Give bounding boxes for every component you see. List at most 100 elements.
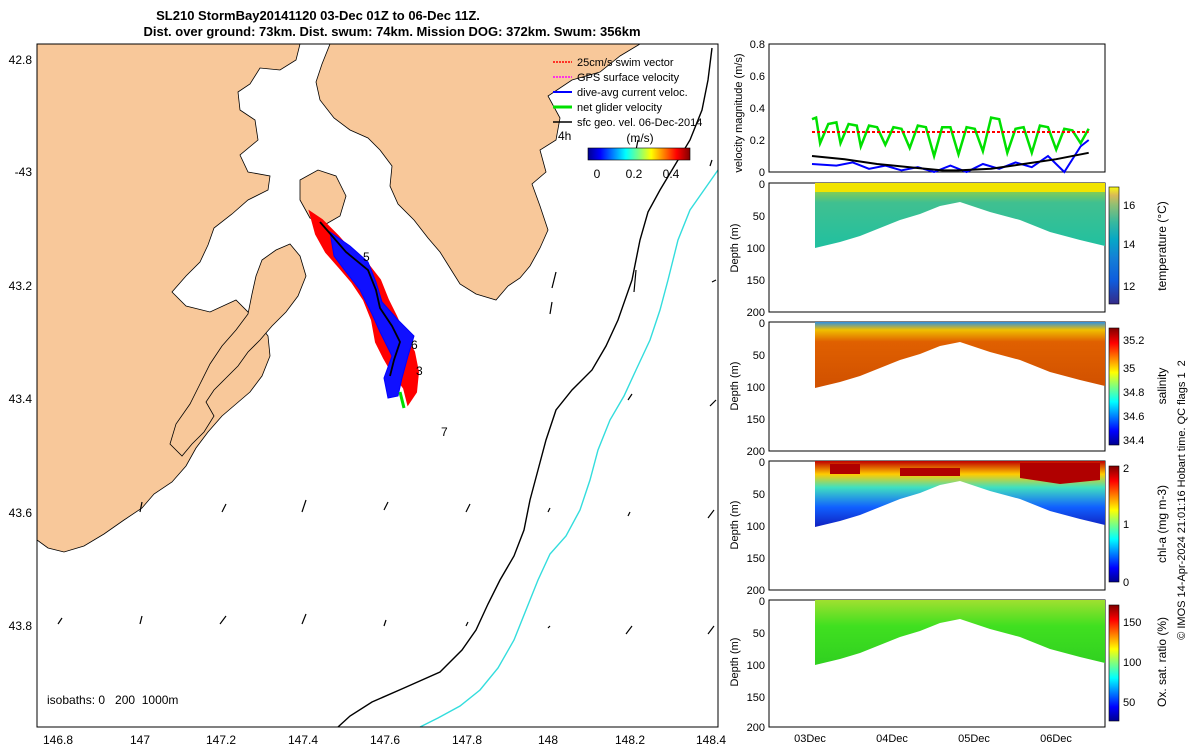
land-west [37, 44, 301, 553]
vel-y-tick: 0.6 [750, 71, 765, 83]
chla-label: chl-a (mg m-3) [1155, 485, 1169, 563]
geo-vector [625, 625, 633, 635]
map-x-tick: 147.4 [288, 733, 318, 747]
chla-cb-tick: 0 [1123, 577, 1129, 589]
time-x-tick: 05Dec [958, 733, 990, 745]
vel-y-tick: 0.2 [750, 135, 765, 147]
colorbar-tick-04: 0.4 [663, 167, 680, 181]
net-glider-velocity-arrow [398, 391, 406, 409]
depth-tick: 0 [759, 179, 765, 191]
geo-vector [139, 615, 143, 625]
temperature-section [815, 183, 1105, 248]
title-line-1: SL210 StormBay20141120 03-Dec 01Z to 06-… [156, 8, 480, 23]
sal-cb-tick: 35.2 [1123, 335, 1144, 347]
geo-vector [465, 621, 469, 627]
depth-tick: 150 [747, 414, 765, 426]
depth-ticks: 0 50 100 150 200 0 50 100 150 200 0 50 1… [747, 179, 765, 734]
oxygen-panel: Depth (m) 150 100 50 Ox. sat. ratio (%) [729, 599, 1169, 728]
depth-label-chla: Depth (m) [729, 501, 741, 550]
land-derwent-east [299, 169, 347, 225]
salinity-colorbar [1108, 327, 1120, 446]
map-frame [36, 43, 719, 728]
waypoint-label-5: 5 [363, 250, 370, 264]
velocity-panel: 0 0.2 0.4 0.6 0.8 velocity magnitude (m/… [733, 39, 1106, 179]
title-line-2: Dist. over ground: 73km. Dist. swum: 74k… [143, 24, 640, 39]
chla-cb-tick: 2 [1123, 463, 1129, 475]
map-y-tick: 43.8 [9, 619, 33, 633]
depth-tick: 200 [747, 446, 765, 458]
map-panel: 5 6 3 7 [9, 43, 726, 747]
map-x-tick: 146.8 [43, 733, 73, 747]
ox-cb-tick: 100 [1123, 657, 1141, 669]
dive-avg-current-cloud [329, 230, 415, 399]
depth-tick: 150 [747, 553, 765, 565]
time-x-axis: 03Dec 04Dec 05Dec 06Dec [794, 733, 1072, 745]
depth-tick: 50 [753, 489, 765, 501]
waypoint-label-7: 7 [441, 425, 448, 439]
vel-y-tick: 0.4 [750, 103, 765, 115]
depth-tick: 50 [753, 628, 765, 640]
geo-vector [383, 501, 389, 511]
map-x-tick: 148.2 [615, 733, 645, 747]
depth-tick: 0 [759, 457, 765, 469]
map-y-tick: 43.4 [9, 392, 33, 406]
map-y-axis: 42.8 -43 43.2 43.4 43.6 43.8 [9, 53, 33, 633]
velocity-axes-frame [768, 43, 1106, 173]
temp-cb-tick: 12 [1123, 281, 1135, 293]
geo-vector [219, 615, 227, 625]
colorbar-tick-02: 0.2 [626, 167, 643, 181]
colorbar-units: (m/s) [626, 131, 653, 145]
geo-vector [547, 507, 551, 513]
land-bruny-island [169, 243, 307, 457]
time-x-tick: 03Dec [794, 733, 826, 745]
geo-vector [301, 499, 307, 513]
map-x-tick: 147.8 [452, 733, 482, 747]
geo-vector [547, 625, 551, 629]
isobath-200m [337, 47, 713, 728]
depth-tick: 100 [747, 382, 765, 394]
geo-vector [139, 501, 143, 513]
legend-label-gps: GPS surface velocity [577, 72, 680, 84]
depth-label-temp: Depth (m) [729, 224, 741, 273]
velocity-series [811, 115, 1090, 174]
velocity-y-label: velocity magnitude (m/s) [733, 53, 745, 172]
temperature-label: temperature (°C) [1155, 201, 1169, 291]
map-x-tick: 147.2 [206, 733, 236, 747]
ox-cb-tick: 150 [1123, 617, 1141, 629]
salinity-section [815, 322, 1105, 388]
geo-vector [551, 271, 557, 289]
velocity-series-sfc-geo-vel- [811, 151, 1089, 172]
geo-vector [549, 301, 553, 315]
legend-extra-4h: 4h [558, 129, 571, 143]
depth-tick: 50 [753, 350, 765, 362]
geo-vector [221, 503, 227, 513]
geo-vector [627, 393, 633, 401]
legend-label-current: dive-avg current veloc. [577, 87, 688, 99]
velocity-y-ticks: 0 0.2 0.4 0.6 0.8 [750, 39, 765, 179]
depth-tick: 200 [747, 722, 765, 734]
chla-max-patch [1020, 463, 1100, 484]
depth-tick: 200 [747, 307, 765, 319]
footer-credit: © IMOS 14-Apr-2024 21:01:16 Hobart time.… [1176, 360, 1188, 640]
geo-vector [633, 269, 637, 293]
geo-vector [383, 619, 387, 627]
chla-max-patch [830, 464, 860, 474]
geostrophic-vectors [57, 139, 717, 635]
chla-cb-tick: 1 [1123, 519, 1129, 531]
speed-colorbar [587, 147, 691, 161]
waypoint-label-3: 3 [416, 364, 423, 378]
geo-vector [301, 613, 307, 625]
depth-tick: 200 [747, 585, 765, 597]
glider-track-line [319, 221, 401, 377]
salinity-panel: Depth (m) 35.2 35 34.8 34.6 34.4 salinit… [729, 321, 1169, 452]
geo-vector [709, 399, 717, 407]
geo-vector [707, 625, 715, 635]
vel-y-tick: 0.8 [750, 39, 765, 51]
depth-tick: 50 [753, 211, 765, 223]
temperature-panel: Depth (m) 16 14 12 temperature (°C) [729, 182, 1169, 313]
sal-cb-tick: 34.8 [1123, 387, 1144, 399]
isobath-1000m [419, 169, 719, 728]
salinity-label: salinity [1155, 368, 1169, 405]
depth-tick: 150 [747, 275, 765, 287]
